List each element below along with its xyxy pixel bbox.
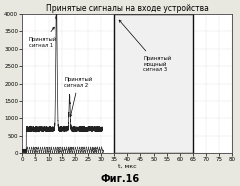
Bar [114, 14, 193, 153]
Title: Принятые сигналы на входе устройства: Принятые сигналы на входе устройства [46, 4, 209, 13]
Text: Принятый
сигнал 1: Принятый сигнал 1 [29, 27, 57, 48]
X-axis label: t, мкс: t, мкс [118, 164, 137, 169]
Text: Принятый
мощный
сигнал 3: Принятый мощный сигнал 3 [119, 20, 171, 73]
Text: Принятый
сигнал 2: Принятый сигнал 2 [64, 77, 93, 117]
Text: Фиг.16: Фиг.16 [100, 174, 140, 184]
